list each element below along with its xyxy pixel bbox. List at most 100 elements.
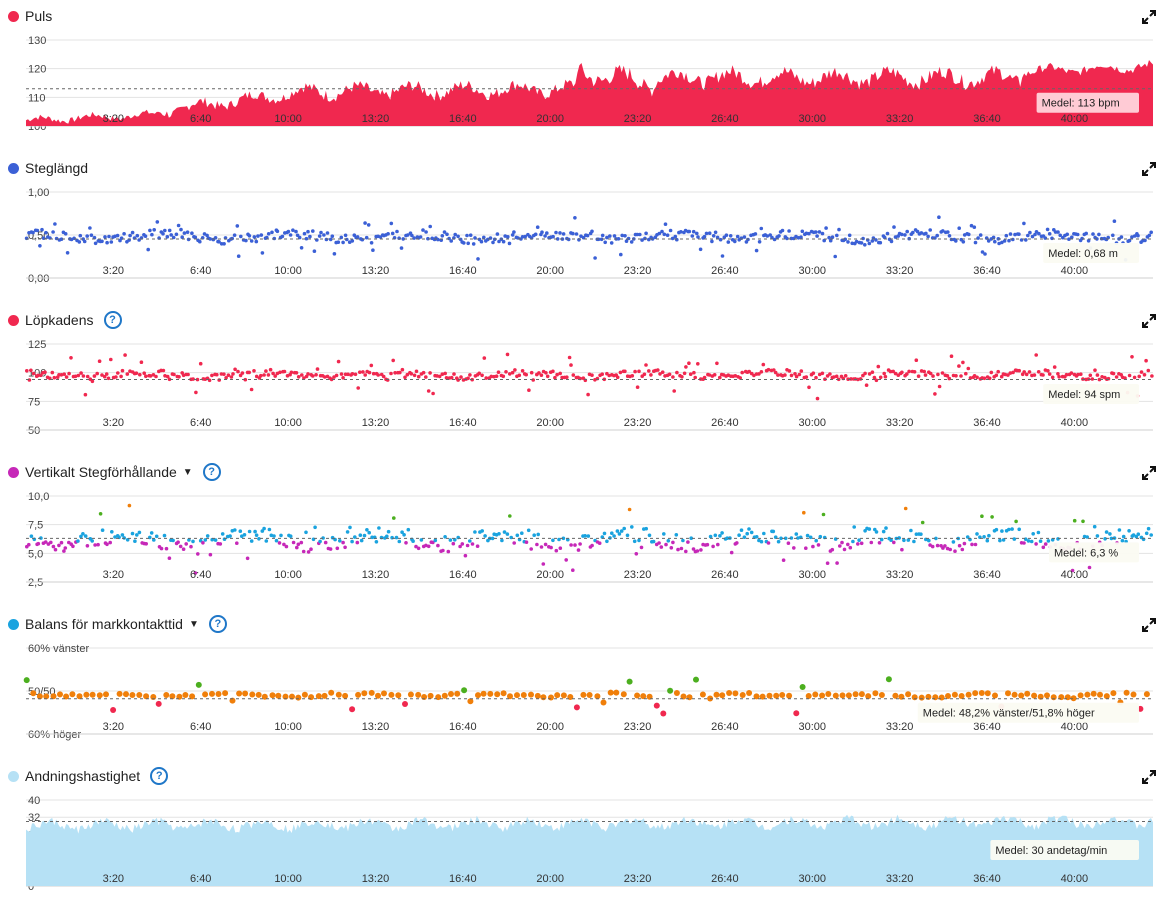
data-point bbox=[919, 231, 924, 235]
data-point bbox=[217, 378, 221, 382]
data-point bbox=[440, 372, 445, 376]
data-point bbox=[671, 540, 675, 545]
data-point bbox=[270, 230, 274, 235]
data-point bbox=[44, 230, 48, 235]
data-point bbox=[528, 691, 534, 698]
data-point bbox=[794, 374, 799, 379]
data-point bbox=[1012, 537, 1017, 541]
data-point bbox=[1031, 692, 1038, 699]
y-tick-label: 7,5 bbox=[28, 520, 43, 532]
data-point bbox=[161, 232, 165, 236]
dropdown-caret-icon[interactable]: ▼ bbox=[182, 466, 193, 478]
data-point bbox=[931, 374, 935, 378]
x-tick-label: 33:20 bbox=[886, 417, 914, 429]
data-point bbox=[426, 544, 431, 549]
data-point bbox=[780, 228, 785, 233]
data-point bbox=[272, 236, 277, 241]
data-point bbox=[1077, 692, 1084, 699]
expand-icon[interactable] bbox=[1142, 10, 1156, 24]
data-point bbox=[711, 234, 716, 238]
x-tick-label: 3:20 bbox=[103, 569, 124, 581]
data-point bbox=[374, 540, 379, 544]
data-point bbox=[1097, 232, 1101, 237]
data-point bbox=[619, 529, 624, 533]
data-point bbox=[696, 362, 700, 366]
data-point bbox=[466, 241, 471, 246]
data-point bbox=[103, 691, 109, 698]
data-point bbox=[475, 544, 480, 548]
data-point bbox=[935, 233, 939, 238]
data-point bbox=[69, 356, 73, 360]
data-point bbox=[343, 233, 348, 238]
dropdown-caret-icon[interactable]: ▼ bbox=[188, 618, 199, 630]
data-point bbox=[948, 547, 952, 552]
data-point bbox=[816, 543, 821, 547]
data-point bbox=[745, 531, 749, 536]
help-icon[interactable]: ? bbox=[208, 615, 227, 633]
data-point bbox=[496, 370, 501, 374]
data-point bbox=[368, 689, 375, 696]
data-point bbox=[167, 377, 172, 382]
expand-icon[interactable] bbox=[1142, 618, 1156, 632]
help-icon[interactable]: ? bbox=[202, 463, 221, 481]
data-point bbox=[619, 252, 623, 257]
data-point bbox=[728, 234, 733, 238]
data-point bbox=[260, 251, 265, 255]
data-point bbox=[544, 371, 548, 375]
data-point bbox=[554, 692, 561, 699]
data-point bbox=[338, 539, 342, 543]
data-point bbox=[97, 359, 102, 363]
data-point bbox=[733, 374, 738, 378]
data-point bbox=[536, 532, 540, 537]
expand-icon[interactable] bbox=[1142, 162, 1156, 176]
data-point bbox=[304, 236, 309, 241]
data-point bbox=[116, 371, 120, 375]
data-point bbox=[872, 690, 879, 697]
data-point bbox=[186, 372, 190, 377]
data-point bbox=[959, 374, 963, 378]
x-tick-label: 30:00 bbox=[799, 569, 827, 581]
data-point bbox=[561, 232, 566, 236]
data-point bbox=[659, 545, 664, 549]
data-point bbox=[142, 371, 146, 375]
data-point bbox=[152, 538, 156, 542]
expand-icon[interactable] bbox=[1142, 466, 1156, 480]
help-icon[interactable]: ? bbox=[150, 767, 169, 785]
data-point bbox=[635, 385, 640, 389]
data-point bbox=[877, 541, 882, 545]
data-point bbox=[262, 373, 266, 377]
data-point bbox=[476, 257, 480, 261]
data-point bbox=[178, 544, 183, 549]
data-point bbox=[348, 525, 352, 530]
data-point bbox=[119, 374, 123, 379]
data-point bbox=[452, 372, 456, 376]
data-point bbox=[626, 236, 631, 241]
expand-icon[interactable] bbox=[1142, 314, 1156, 328]
data-point bbox=[269, 533, 274, 538]
data-point bbox=[870, 239, 875, 243]
data-point bbox=[489, 374, 494, 379]
data-point bbox=[319, 230, 323, 235]
help-icon[interactable]: ? bbox=[103, 311, 122, 329]
data-point bbox=[1004, 233, 1009, 238]
mean-label: Medel: 94 spm bbox=[1048, 389, 1120, 401]
data-point bbox=[83, 691, 90, 698]
data-point bbox=[794, 532, 799, 536]
data-point bbox=[369, 363, 374, 368]
data-point bbox=[500, 690, 507, 697]
data-point bbox=[114, 375, 118, 379]
data-point bbox=[50, 693, 57, 700]
data-point bbox=[53, 547, 58, 552]
data-point bbox=[940, 371, 945, 375]
x-tick-label: 40:00 bbox=[1061, 417, 1089, 429]
expand-icon[interactable] bbox=[1142, 770, 1156, 784]
data-point bbox=[1139, 370, 1144, 374]
data-point bbox=[920, 520, 925, 525]
data-point bbox=[369, 241, 374, 245]
data-point bbox=[1001, 538, 1006, 542]
data-point bbox=[506, 235, 510, 239]
data-point bbox=[441, 548, 445, 553]
x-tick-label: 6:40 bbox=[190, 569, 211, 581]
data-point bbox=[123, 691, 129, 698]
data-point bbox=[653, 702, 660, 709]
